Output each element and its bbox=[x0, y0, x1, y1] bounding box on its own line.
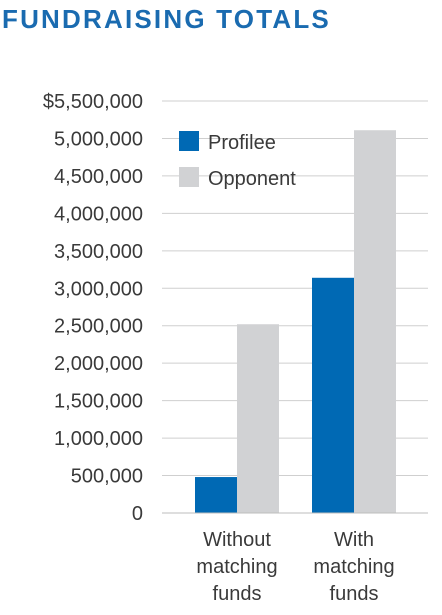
bar-opponent-0 bbox=[237, 324, 279, 513]
y-tick-label: $5,500,000 bbox=[43, 91, 143, 113]
y-tick-label: 0 bbox=[132, 503, 143, 525]
x-category-label-line: funds bbox=[213, 583, 262, 605]
y-tick-label: 1,000,000 bbox=[54, 428, 143, 450]
legend-label-profilee: Profilee bbox=[208, 132, 276, 154]
x-category-label-line: Without bbox=[203, 529, 271, 551]
x-category-label: Without matching funds bbox=[196, 529, 277, 605]
y-tick-label: 1,500,000 bbox=[54, 391, 143, 413]
x-category-label-line: With bbox=[334, 529, 374, 551]
legend-label-opponent: Opponent bbox=[208, 168, 296, 190]
y-tick-label: 4,000,000 bbox=[54, 203, 143, 225]
y-tick-label: 3,000,000 bbox=[54, 278, 143, 300]
y-tick-label: 500,000 bbox=[71, 466, 143, 488]
y-tick-label: 2,000,000 bbox=[54, 353, 143, 375]
chart-title: FUNDRAISING TOTALS bbox=[2, 4, 331, 34]
y-tick-label: 3,500,000 bbox=[54, 241, 143, 263]
x-category-label-line: matching bbox=[313, 556, 394, 578]
x-category-label: With matching funds bbox=[313, 529, 394, 605]
bar-profilee-1 bbox=[312, 277, 354, 513]
bar-profilee-0 bbox=[195, 477, 237, 513]
y-tick-label: 4,500,000 bbox=[54, 166, 143, 188]
y-tick-label: 2,500,000 bbox=[54, 316, 143, 338]
legend-swatch-profilee bbox=[179, 131, 199, 151]
y-tick-label: 5,000,000 bbox=[54, 128, 143, 150]
bar-opponent-1 bbox=[354, 130, 396, 513]
x-category-label-line: matching bbox=[196, 556, 277, 578]
legend-swatch-opponent bbox=[179, 167, 199, 187]
x-category-label-line: funds bbox=[330, 583, 379, 605]
